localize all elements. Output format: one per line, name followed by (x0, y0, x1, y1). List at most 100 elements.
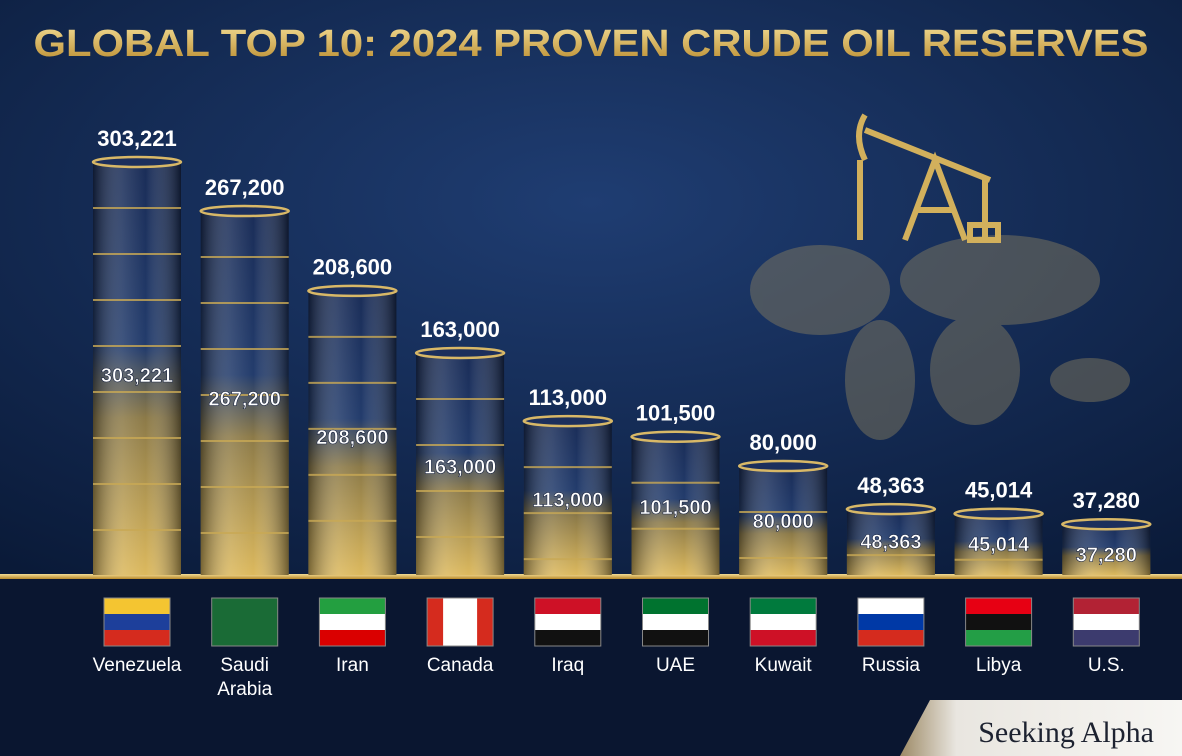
category-label: Canada (426, 655, 494, 676)
flag (534, 597, 602, 647)
category-label: UAE (655, 655, 696, 676)
barrel-lid (91, 155, 183, 169)
flag-part (965, 614, 1032, 630)
value-label: 208,600 (313, 255, 393, 280)
barrel: 101,500 101,500 (630, 401, 721, 575)
flag (1072, 597, 1140, 647)
category-label: Kuwait (754, 655, 812, 676)
inner-value-label: 303,221 (101, 365, 173, 387)
flag-part (642, 598, 709, 614)
flag-part (104, 614, 170, 630)
flag-part (104, 630, 170, 646)
category-label: Russia (861, 655, 920, 676)
flag-part (319, 630, 386, 646)
inner-value-label: 48,363 (860, 532, 921, 554)
flag (211, 597, 279, 647)
category-label: Iran (336, 655, 369, 676)
barrel: 208,600 208,600 (307, 255, 398, 575)
flag-part (534, 630, 601, 646)
flag-part (857, 630, 924, 646)
barrel-shade (631, 436, 720, 575)
barrel-lid (522, 414, 614, 428)
barrel-shade (416, 352, 505, 575)
flag-part (1073, 614, 1140, 630)
inner-value-label: 113,000 (532, 489, 603, 511)
inner-value-label: 163,000 (424, 457, 496, 479)
flag-part (211, 630, 278, 646)
flag-border (1072, 597, 1140, 647)
flag-border (103, 597, 171, 647)
barrel: 37,280 37,280 (1061, 488, 1152, 575)
category-label: Saudi Arabia (217, 655, 273, 700)
inner-value-label: 80,000 (753, 511, 814, 533)
barrel: 45,014 45,014 (953, 478, 1044, 575)
inner-value-label: 267,200 (209, 389, 281, 411)
inner-value-label: 208,600 (316, 427, 388, 449)
flag (642, 597, 709, 647)
ground-line (0, 574, 1182, 579)
barrel-shade (93, 162, 181, 575)
value-label: 80,000 (750, 430, 817, 455)
flag (318, 597, 386, 647)
barrel-lid (414, 346, 506, 360)
barrel-shade (1062, 524, 1151, 575)
barrel: 267,200 267,200 (199, 175, 290, 576)
flag (103, 597, 171, 647)
flag-part (477, 598, 494, 646)
world-map (750, 235, 1130, 440)
barrel-lid (199, 204, 290, 218)
flag-border (642, 597, 709, 647)
flag-part (1073, 630, 1140, 646)
value-label: 303,221 (97, 126, 177, 151)
flag-part (534, 614, 601, 630)
flag-part (211, 614, 278, 630)
flag (965, 597, 1033, 647)
flag-part (319, 598, 386, 614)
flag-part (319, 614, 386, 630)
barrel-lid (953, 507, 1044, 520)
barrel: 163,000 163,000 (414, 317, 506, 575)
barrel: 113,000 113,000 (522, 385, 614, 575)
barrel-lid (307, 284, 398, 298)
barrel-shade (523, 421, 612, 575)
flag-part (104, 598, 170, 614)
flag (749, 597, 817, 647)
flag (426, 597, 494, 647)
barrel: 48,363 48,363 (845, 473, 937, 575)
flag-border (857, 597, 925, 647)
inner-value-label: 101,500 (639, 497, 711, 519)
flag-part (750, 630, 817, 646)
chart-title: GLOBAL TOP 10: 2024 PROVEN CRUDE OIL RES… (34, 23, 1149, 65)
flag-part (965, 598, 1032, 614)
barrel-lid (630, 430, 721, 444)
brand: Seeking Alpha (978, 716, 1154, 749)
flag-part (965, 630, 1032, 646)
barrel-lid (1061, 517, 1152, 531)
flag-border (211, 597, 279, 647)
flag-border (426, 597, 494, 647)
value-label: 101,500 (636, 401, 716, 426)
barrel-shade (739, 466, 828, 575)
flag-border (318, 597, 386, 647)
barrel: 80,000 80,000 (737, 430, 829, 575)
flag-part (642, 630, 709, 646)
flag-part (750, 598, 817, 614)
barrel-shade (308, 290, 397, 575)
inner-value-label: 37,280 (1076, 545, 1137, 567)
category-label: Iraq (551, 655, 585, 676)
category-label: U.S. (1087, 655, 1125, 676)
flag-part (750, 614, 817, 630)
inner-value-label: 45,014 (968, 534, 1030, 556)
value-label: 163,000 (420, 317, 500, 342)
barrel-lid (845, 502, 937, 516)
flag-border (965, 597, 1033, 647)
flag (857, 597, 925, 647)
category-label: Libya (975, 655, 1022, 676)
pump-jack (856, 113, 1001, 243)
flag-part (642, 614, 709, 630)
barrel-lid (737, 459, 829, 473)
flag-part (1073, 598, 1140, 614)
value-label: 37,280 (1073, 488, 1140, 513)
